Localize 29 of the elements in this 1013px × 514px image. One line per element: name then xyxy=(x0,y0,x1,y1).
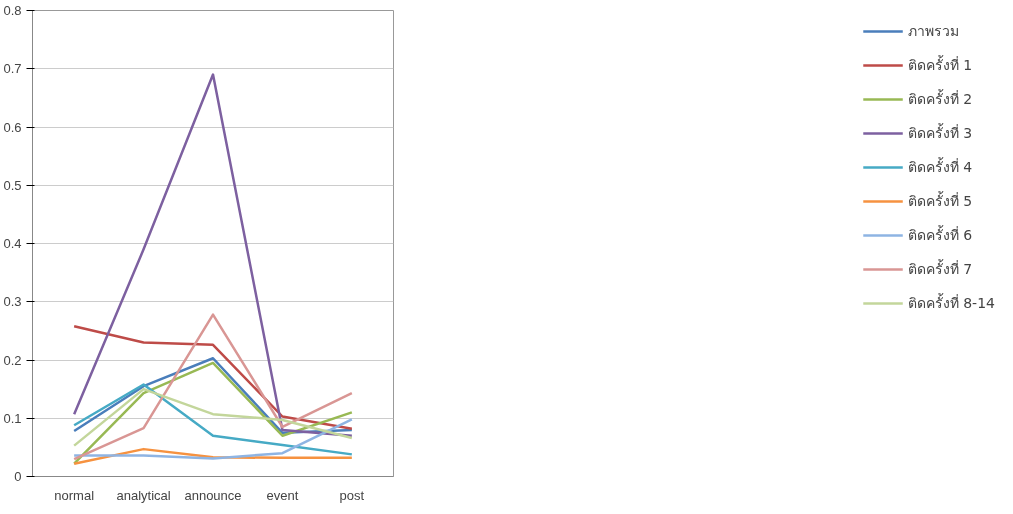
y-tick-label: 0.2 xyxy=(3,352,22,368)
legend-label: ติดครั้งที่ 7 xyxy=(907,258,973,279)
y-tick-label: 0 xyxy=(14,469,22,484)
x-tick-label: analytical xyxy=(116,487,171,503)
line-series xyxy=(72,313,354,461)
line-series xyxy=(72,383,354,456)
y-tick-label: 0.3 xyxy=(3,294,22,310)
x-tick-label: normal xyxy=(54,487,95,503)
line-series xyxy=(72,324,354,430)
x-tick-label: post xyxy=(339,487,365,503)
legend-label: ภาพรวม xyxy=(907,22,959,41)
legend-label: ติดครั้งที่ 4 xyxy=(907,156,973,177)
legend-label: ติดครั้งที่ 6 xyxy=(907,224,973,245)
x-tick-label: announce xyxy=(184,487,242,503)
legend-label: ติดครั้งที่ 2 xyxy=(907,88,973,109)
line-series xyxy=(72,387,354,447)
legend-label: ติดครั้งที่ 1 xyxy=(907,54,973,75)
line-series xyxy=(72,73,354,437)
legend-label: ติดครั้งที่ 8-14 xyxy=(907,292,995,313)
legend-label: ติดครั้งที่ 5 xyxy=(907,190,973,211)
x-tick-label: event xyxy=(266,487,299,503)
y-tick-label: 0.8 xyxy=(3,3,22,18)
y-tick-label: 0.5 xyxy=(3,177,22,193)
y-tick-label: 0.7 xyxy=(3,61,22,77)
y-tick-label: 0.4 xyxy=(3,236,22,251)
legend-label: ติดครั้งที่ 3 xyxy=(907,122,973,143)
y-tick-label: 0.6 xyxy=(3,119,22,135)
y-tick-label: 0.1 xyxy=(3,410,22,426)
line-series xyxy=(72,418,354,460)
